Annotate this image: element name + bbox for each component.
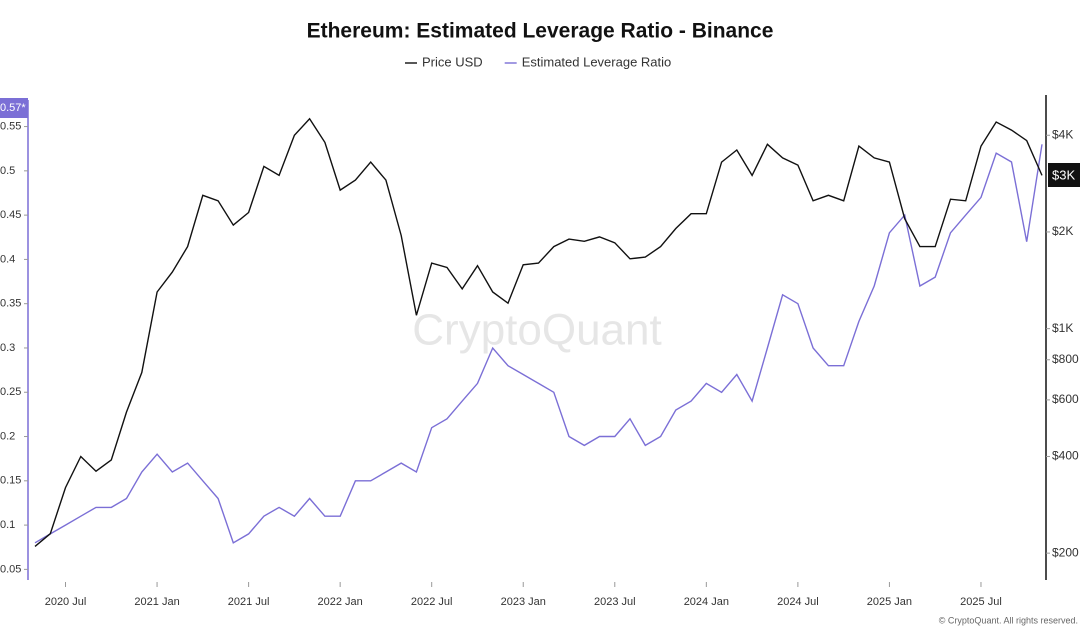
y2-tick-label: $200	[1052, 545, 1079, 559]
y-tick-label: 0.55	[0, 120, 21, 132]
y2-tick-label: $4K	[1052, 127, 1073, 141]
y2-tick-label: $1K	[1052, 321, 1073, 335]
x-tick-label: 2024 Jul	[777, 596, 819, 608]
x-tick-label: 2023 Jul	[594, 596, 636, 608]
x-tick-label: 2021 Jan	[134, 596, 179, 608]
y-tick-label: 0.45	[0, 209, 21, 221]
y-tick-label: 0.3	[0, 342, 15, 354]
x-tick-label: 2021 Jul	[228, 596, 270, 608]
y-current-tag	[0, 98, 28, 118]
y2-tick-label: $400	[1052, 449, 1079, 463]
y-tick-label: 0.35	[0, 298, 21, 310]
y2-current-tag	[1048, 163, 1080, 187]
footer: © CryptoQuant. All rights reserved.	[939, 615, 1078, 625]
x-tick-label: 2022 Jan	[318, 596, 363, 608]
y-tick-label: 0.2	[0, 430, 15, 442]
y-tick-label: 0.4	[0, 253, 15, 265]
x-tick-label: 2020 Jul	[45, 596, 87, 608]
y2-tick-label: $2K	[1052, 224, 1073, 238]
y-current-label: 0.57*	[0, 102, 26, 114]
y2-current-label: $3K	[1052, 167, 1075, 182]
y-tick-label: 0.05	[0, 563, 21, 575]
x-tick-label: 2022 Jul	[411, 596, 453, 608]
y-tick-label: 0.1	[0, 519, 15, 531]
series-line	[34, 144, 1043, 544]
y-tick-label: 0.5	[0, 165, 15, 177]
x-tick-label: 2024 Jan	[684, 596, 729, 608]
y-tick-label: 0.15	[0, 475, 21, 487]
series-line	[34, 117, 1043, 547]
x-tick-label: 2023 Jan	[501, 596, 546, 608]
y2-tick-label: $600	[1052, 392, 1079, 406]
watermark: CryptoQuant	[412, 306, 661, 355]
legend-label: Price USD	[422, 54, 483, 69]
y-tick-label: 0.25	[0, 386, 21, 398]
chart-title: Ethereum: Estimated Leverage Ratio - Bin…	[307, 20, 774, 43]
x-tick-label: 2025 Jan	[867, 596, 912, 608]
legend-label: Estimated Leverage Ratio	[522, 54, 672, 69]
x-tick-label: 2025 Jul	[960, 596, 1002, 608]
y2-tick-label: $800	[1052, 352, 1079, 366]
